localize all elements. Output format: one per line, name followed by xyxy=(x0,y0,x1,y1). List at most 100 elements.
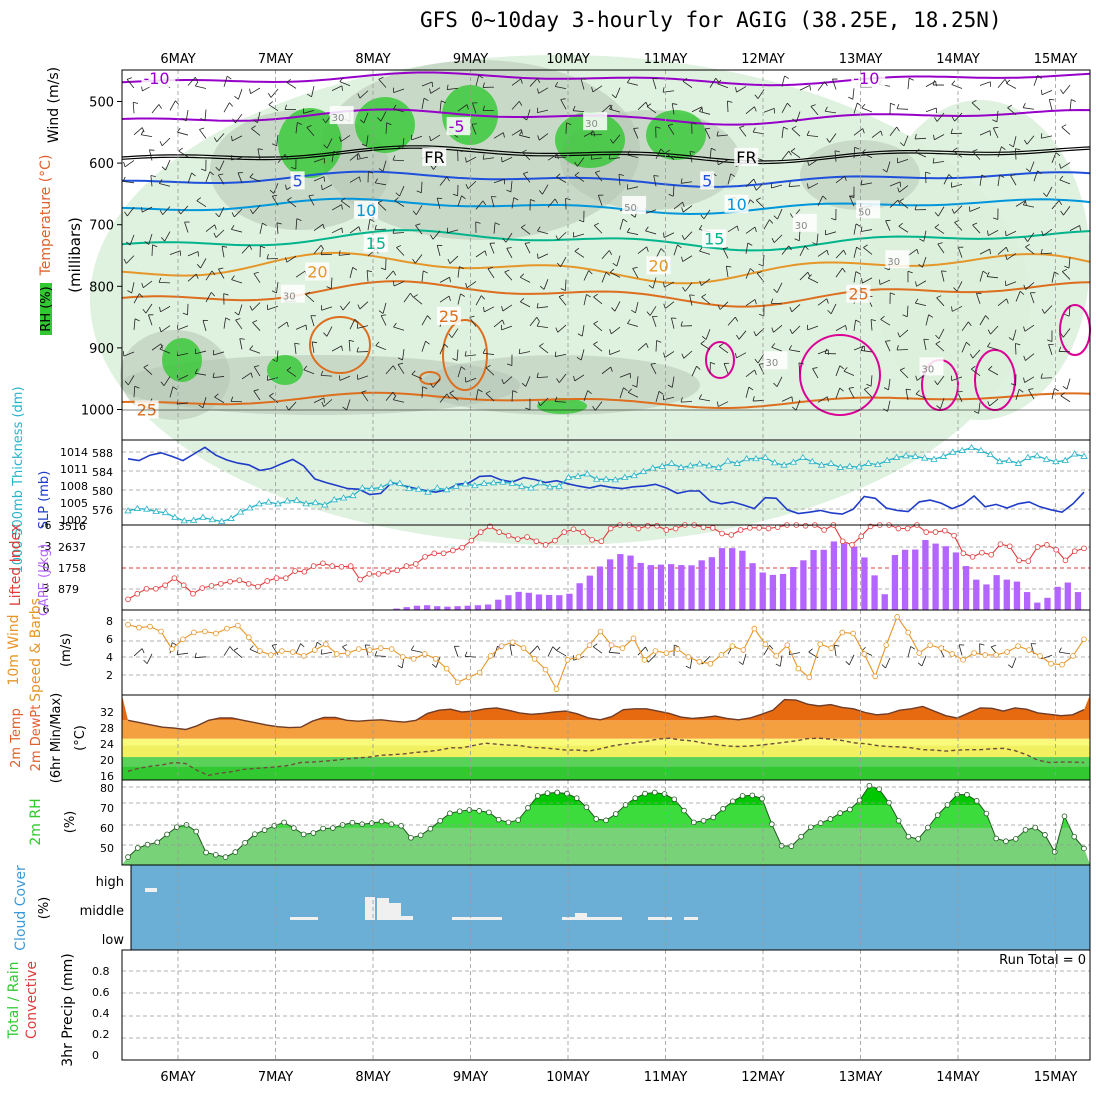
lifted-index-point xyxy=(468,537,475,544)
label-2m-temp: 2m Temp xyxy=(9,708,24,768)
wind-barb-flag xyxy=(161,166,166,171)
wind-barb xyxy=(864,389,873,398)
cloud-cell xyxy=(401,916,413,920)
wind-barb-flag xyxy=(739,125,745,128)
thickness-point xyxy=(311,498,320,506)
wind-barb-flag xyxy=(756,197,761,201)
rh-point xyxy=(837,810,843,816)
wind-barb xyxy=(539,345,549,354)
wind-barb-flag xyxy=(993,126,999,129)
wind-barb-flag xyxy=(506,189,512,193)
lifted-index-point xyxy=(477,529,484,535)
rh-point xyxy=(915,836,921,842)
cape-bar xyxy=(423,605,431,610)
cape-bar xyxy=(474,605,482,610)
wind-barb xyxy=(704,128,711,139)
wind-barb-flag xyxy=(125,241,131,246)
wind-barb-flag xyxy=(854,146,860,150)
wind-barb xyxy=(472,102,477,114)
wind-barb-flag xyxy=(378,76,384,80)
rh-point xyxy=(993,835,1000,842)
wind-barb-flag xyxy=(1061,124,1067,128)
wind-barb-flag xyxy=(834,150,840,153)
cape-bar xyxy=(668,564,675,610)
wind-barb-flag xyxy=(143,659,148,664)
wind-barb xyxy=(861,350,873,353)
wind-barb xyxy=(178,150,189,158)
label-2m-rh: 2m RH xyxy=(28,798,44,845)
lifted-index-point xyxy=(821,527,827,533)
wind-barb xyxy=(898,225,909,233)
cape-bar xyxy=(922,540,929,610)
label-min-max: (6hr Min/Max) xyxy=(49,693,64,783)
wind-barb-flag xyxy=(143,364,149,368)
wind-barb-flag xyxy=(1040,373,1043,379)
wind-barb xyxy=(776,376,783,387)
wind-barb-flag xyxy=(860,179,863,185)
wind-barb xyxy=(421,341,426,352)
contour-label-bg xyxy=(363,234,388,253)
wind-barb-flag xyxy=(446,393,450,399)
contour-label-bg xyxy=(422,147,447,166)
wind-barb-flag xyxy=(593,320,599,325)
thickness-point xyxy=(218,517,226,524)
wind-barb-flag xyxy=(754,226,757,232)
cape-bar xyxy=(515,591,522,610)
rh-point xyxy=(1032,824,1039,831)
label-wind: Wind (m/s) xyxy=(46,67,62,143)
thickness-point xyxy=(639,467,648,475)
left-tick-label: 24 xyxy=(100,738,114,751)
wind-barb xyxy=(835,267,843,278)
wind-barb-flag xyxy=(622,218,628,223)
wind-barb xyxy=(789,349,801,353)
wind-barb xyxy=(1059,651,1071,655)
contour-label: 50 xyxy=(624,203,637,214)
wind-barb-flag xyxy=(700,340,706,344)
wind-barb-flag xyxy=(537,645,541,651)
wind-barb-flag xyxy=(915,148,920,153)
cape-bar xyxy=(1044,597,1051,610)
wind-barb xyxy=(835,365,841,377)
y-tick-label: 1000 xyxy=(81,404,114,419)
cape-bar xyxy=(495,599,502,610)
wind-barb-flag xyxy=(209,171,214,176)
wind-barb xyxy=(340,200,351,208)
wind-speed-point xyxy=(213,630,219,637)
wind-barb-flag xyxy=(612,262,618,267)
wind-barb-flag xyxy=(839,365,844,370)
left-tick-label: 4 xyxy=(106,651,113,664)
wind-barb-flag xyxy=(890,102,896,106)
cape-bar xyxy=(769,574,777,610)
contour-25-cell xyxy=(309,316,371,374)
wind-barb xyxy=(627,186,639,190)
wind-speed-point xyxy=(388,646,395,652)
wind-barb xyxy=(558,373,567,383)
wind-barb xyxy=(1024,324,1035,332)
wind-barb xyxy=(663,232,675,238)
wind-barb xyxy=(529,317,538,327)
wind-speed-point xyxy=(861,651,868,657)
wind-barb xyxy=(896,108,909,110)
wind-barb-flag xyxy=(611,94,617,99)
cape-bar xyxy=(556,595,563,610)
thickness-point xyxy=(752,454,760,462)
wind-barb-flag xyxy=(262,222,267,227)
wind-barb xyxy=(231,228,243,233)
wind-barb xyxy=(557,232,567,241)
wind-barb-flag xyxy=(369,218,375,223)
wind-barb-flag xyxy=(539,343,544,347)
lifted-index-point xyxy=(1006,543,1013,550)
wind-barb-flag xyxy=(223,293,229,296)
wind-barb xyxy=(159,183,171,187)
label-cloud-cover: Cloud Cover xyxy=(13,865,29,951)
wind-barb xyxy=(745,387,750,398)
x-tick-label-top: 7MAY xyxy=(258,52,293,67)
wind-barb xyxy=(521,152,531,161)
wind-barb-flag xyxy=(271,643,277,646)
wind-barb-flag xyxy=(1064,313,1070,317)
wind-barb-flag xyxy=(784,75,789,79)
wind-barb xyxy=(703,209,711,220)
wind-barb xyxy=(308,195,315,206)
cape-bar xyxy=(434,606,441,610)
right-tick-label: 1011 xyxy=(60,463,88,476)
